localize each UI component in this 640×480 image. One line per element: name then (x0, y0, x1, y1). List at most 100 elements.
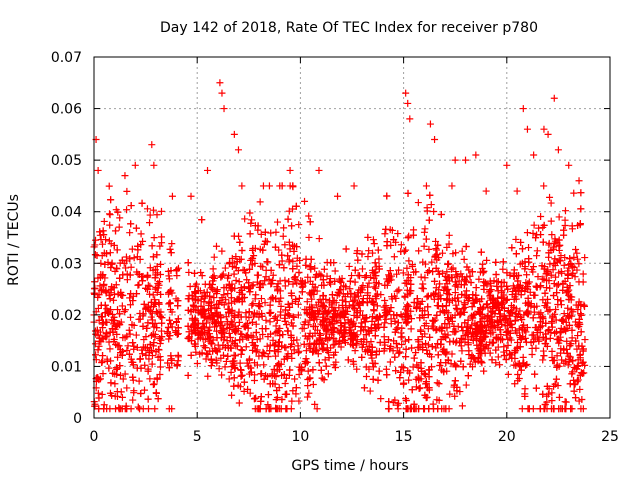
data-point (468, 268, 476, 276)
data-point (569, 357, 577, 365)
data-point (483, 280, 491, 288)
data-point (225, 260, 233, 268)
data-point (319, 345, 327, 353)
data-point (457, 342, 465, 350)
data-point (239, 335, 247, 343)
data-point (395, 349, 403, 357)
data-point (121, 370, 129, 378)
data-point (271, 347, 279, 355)
data-point (464, 372, 472, 380)
data-point (199, 320, 207, 328)
data-point (540, 275, 548, 283)
data-point (220, 284, 228, 292)
data-point (168, 240, 176, 248)
data-point (566, 380, 574, 388)
data-point (492, 270, 500, 278)
data-point (369, 236, 377, 244)
data-point (273, 328, 281, 336)
data-point (518, 316, 526, 324)
data-point (432, 289, 440, 297)
data-point (149, 303, 157, 311)
data-point (279, 232, 287, 240)
data-point (165, 335, 173, 343)
data-point (390, 253, 398, 261)
data-point (331, 277, 339, 285)
data-point (544, 266, 552, 274)
data-point (576, 354, 584, 362)
data-point (325, 307, 333, 315)
data-point (232, 277, 240, 285)
data-point (532, 324, 540, 332)
data-point (478, 338, 486, 346)
data-point (191, 269, 199, 277)
data-point (324, 325, 332, 333)
data-point (281, 380, 289, 388)
data-point (157, 207, 165, 215)
data-point (250, 341, 258, 349)
data-point (252, 328, 260, 336)
data-point (108, 392, 116, 400)
data-point (412, 349, 420, 357)
data-point (261, 237, 269, 245)
data-point (575, 323, 583, 331)
data-point (318, 374, 326, 382)
data-point (422, 182, 430, 190)
data-point (575, 315, 583, 323)
data-point (408, 344, 416, 352)
data-point (115, 342, 123, 350)
data-point (415, 384, 423, 392)
data-point (129, 396, 137, 404)
data-point (285, 312, 293, 320)
data-point (290, 346, 298, 354)
data-point (281, 282, 289, 290)
data-point (158, 314, 166, 322)
data-point (248, 261, 256, 269)
data-point (486, 327, 494, 335)
data-point (337, 285, 345, 293)
data-point (133, 290, 141, 298)
data-point (141, 361, 149, 369)
data-point (434, 302, 442, 310)
data-point (336, 326, 344, 334)
data-point (246, 265, 254, 273)
data-point (106, 295, 114, 303)
data-point (424, 341, 432, 349)
data-point (288, 340, 296, 348)
data-point (284, 252, 292, 260)
data-point (327, 259, 335, 267)
data-point (370, 283, 378, 291)
data-point (119, 334, 127, 342)
data-point (143, 205, 151, 213)
data-point (266, 318, 274, 326)
data-point (398, 363, 406, 371)
data-point (451, 377, 459, 385)
data-point (370, 307, 378, 315)
data-point (164, 330, 172, 338)
data-point (149, 380, 157, 388)
data-point (199, 306, 207, 314)
data-point (153, 375, 161, 383)
data-point (435, 270, 443, 278)
data-point (433, 325, 441, 333)
data-point (156, 242, 164, 250)
data-point (419, 258, 427, 266)
data-point (455, 297, 463, 305)
data-point (443, 367, 451, 375)
data-point (137, 241, 145, 249)
data-point (157, 356, 165, 364)
data-point (210, 294, 218, 302)
data-point (197, 268, 205, 276)
data-point (398, 324, 406, 332)
data-point (545, 249, 553, 257)
data-point (528, 265, 536, 273)
data-point (381, 281, 389, 289)
data-point (351, 278, 359, 286)
data-point (570, 253, 578, 261)
data-point (567, 306, 575, 314)
data-point (428, 353, 436, 361)
data-point (545, 277, 553, 285)
data-point (278, 257, 286, 265)
data-point (238, 371, 246, 379)
data-point (264, 401, 272, 409)
data-point (287, 334, 295, 342)
